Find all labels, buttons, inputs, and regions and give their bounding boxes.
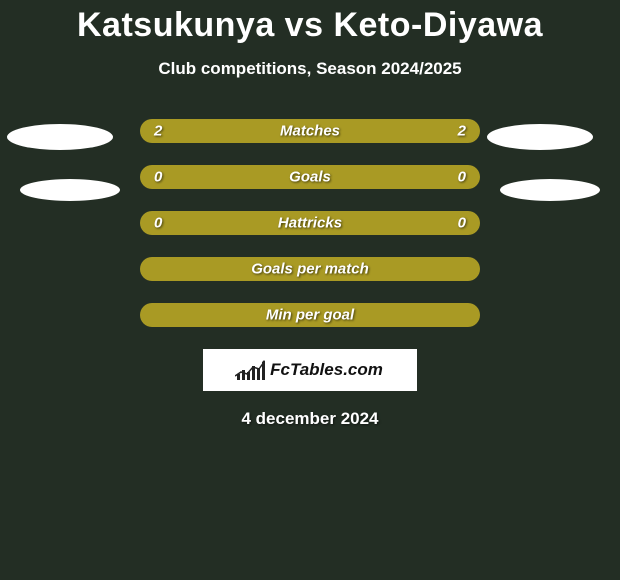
stat-pill: Goals0 0 [140,165,480,189]
stat-rows-container: Matches22Goals00Hattricks00Goals per mat… [0,119,620,327]
stat-label: Min per goal [140,307,480,324]
brand-logo: FcTables.com [237,360,383,380]
stat-row: Min per goal [0,303,620,327]
stat-label: Goals [140,169,480,186]
stat-row: Hattricks0 0 [0,211,620,235]
brand-bar [242,370,245,380]
stat-value-right: 0 [458,215,466,232]
stat-value-right: 2 [458,123,466,140]
brand-bar [257,368,260,380]
brand-bar [237,374,240,380]
stat-row: Matches2 2 [0,119,620,143]
date-text: 4 december 2024 [0,409,620,429]
brand-logo-box: FcTables.com [203,349,417,391]
stat-value-right: 0 [458,169,466,186]
brand-bar [262,362,265,380]
stat-pill: Hattricks0 0 [140,211,480,235]
stat-pill: Goals per match [140,257,480,281]
stat-pill: Matches2 2 [140,119,480,143]
brand-bar [252,366,255,380]
stat-value-left: 0 [154,215,162,232]
stat-pill: Min per goal [140,303,480,327]
stat-label: Hattricks [140,215,480,232]
stat-row: Goals per match [0,257,620,281]
brand-bar [247,372,250,380]
subtitle: Club competitions, Season 2024/2025 [0,59,620,79]
stat-value-left: 0 [154,169,162,186]
stat-row: Goals0 0 [0,165,620,189]
stat-value-left: 2 [154,123,162,140]
stat-label: Goals per match [140,261,480,278]
page-title: Katsukunya vs Keto-Diyawa [0,0,620,45]
brand-text: FcTables.com [270,360,383,380]
stat-label: Matches [140,123,480,140]
brand-bars-icon [237,360,265,380]
